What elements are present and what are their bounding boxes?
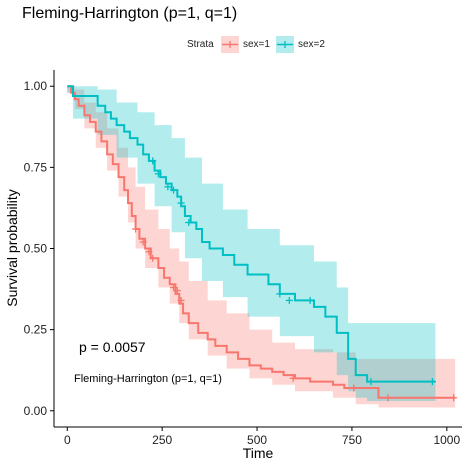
x-axis-ticks: 0 250 500 750 1000 bbox=[64, 427, 460, 447]
method-annotation: Fleming-Harrington (p=1, q=1) bbox=[74, 373, 222, 385]
censor-mark-sex-1 bbox=[289, 374, 297, 382]
censor-mark-sex-1 bbox=[450, 394, 458, 402]
legend-title: Strata bbox=[187, 39, 214, 50]
survival-line-sex-1 bbox=[67, 85, 456, 399]
legend-label-sex-2: sex=2 bbox=[298, 39, 325, 50]
censor-mark-sex-1 bbox=[350, 384, 358, 392]
censor-mark-sex-1 bbox=[145, 248, 153, 256]
x-tick-label: 1000 bbox=[433, 433, 460, 447]
chart-title: Fleming-Harrington (p=1, q=1) bbox=[22, 5, 237, 22]
y-tick-label: 0.50 bbox=[24, 242, 48, 256]
censor-mark-sex-1 bbox=[177, 296, 185, 304]
x-axis-title: Time bbox=[243, 445, 274, 461]
censor-mark-sex-1 bbox=[139, 238, 147, 246]
censor-mark-sex-2 bbox=[170, 186, 178, 194]
censor-mark-sex-2 bbox=[177, 199, 185, 207]
censor-mark-sex-2 bbox=[154, 170, 162, 178]
censor-mark-sex-2 bbox=[428, 378, 436, 386]
p-value-annotation: p = 0.0057 bbox=[79, 339, 146, 355]
survival-curves bbox=[67, 85, 456, 399]
y-tick-label: 0.00 bbox=[24, 404, 48, 418]
confidence-bands bbox=[67, 86, 456, 408]
censor-mark-sex-1 bbox=[384, 394, 392, 402]
censor-mark-sex-1 bbox=[170, 283, 178, 291]
legend-item-sex-1: sex=1 bbox=[221, 36, 270, 53]
y-tick-label: 1.00 bbox=[24, 79, 48, 93]
censor-mark-sex-2 bbox=[285, 296, 293, 304]
censor-mark-sex-2 bbox=[185, 219, 193, 227]
x-tick-label: 500 bbox=[247, 433, 267, 447]
y-tick-label: 0.75 bbox=[24, 160, 48, 174]
y-tick-label: 0.25 bbox=[24, 323, 48, 337]
censor-mark-sex-2 bbox=[306, 296, 314, 304]
censor-mark-sex-2 bbox=[367, 378, 375, 386]
x-tick-label: 250 bbox=[152, 433, 172, 447]
censor-marks bbox=[132, 157, 458, 402]
ci-band-sex-2 bbox=[67, 86, 436, 402]
censor-mark-sex-2 bbox=[149, 157, 157, 165]
censor-mark-sex-2 bbox=[276, 290, 284, 298]
censor-mark-sex-1 bbox=[149, 254, 157, 262]
y-axis-title: Survival probability bbox=[4, 189, 20, 307]
x-tick-label: 750 bbox=[342, 433, 362, 447]
legend-item-sex-2: sex=2 bbox=[276, 36, 325, 53]
legend: Strata sex=1 sex=2 bbox=[187, 36, 325, 53]
survival-line-sex-2 bbox=[67, 85, 436, 383]
censor-mark-sex-2 bbox=[164, 183, 172, 191]
censor-mark-sex-1 bbox=[132, 225, 140, 233]
legend-label-sex-1: sex=1 bbox=[243, 39, 270, 50]
y-axis-ticks: 0.00 0.25 0.50 0.75 1.00 bbox=[24, 79, 54, 418]
x-tick-label: 0 bbox=[64, 433, 71, 447]
censor-mark-sex-1 bbox=[173, 287, 181, 295]
